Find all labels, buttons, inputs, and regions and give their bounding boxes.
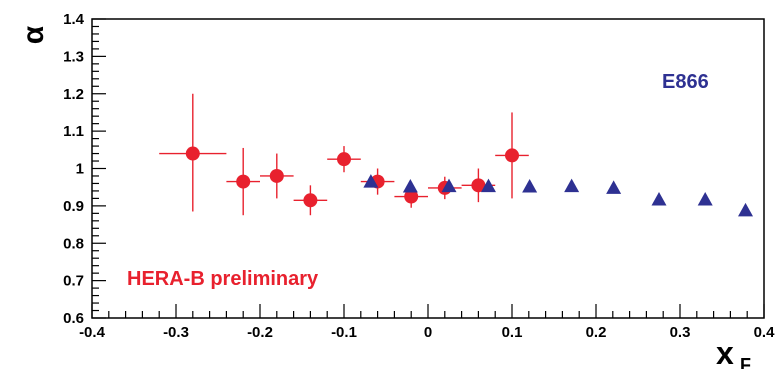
y-tick-label: 0.6: [63, 310, 84, 327]
series-e866: [363, 174, 754, 217]
x-tick-label: -0.3: [163, 324, 189, 341]
data-point: [651, 192, 667, 206]
data-point: [471, 178, 486, 193]
x-axis: -0.4 -0.3 -0.2 -0.1 0 0.1 0.2 0.3 0.4: [79, 304, 775, 341]
series-layer: [159, 93, 754, 217]
x-tick-label: 0.4: [754, 324, 776, 341]
data-point: [441, 178, 457, 193]
x-axis-title: x: [716, 335, 734, 369]
y-axis: 0.6 0.7 0.8 0.9 1 1.1 1.2 1.3 1.4: [63, 11, 106, 327]
x-tick-label: 0.1: [502, 324, 523, 341]
data-point: [236, 174, 251, 189]
y-tick-label: 1.3: [63, 48, 84, 65]
data-point: [738, 202, 754, 217]
x-tick-label: 0.2: [586, 324, 607, 341]
annotation-hera-b: HERA-B preliminary: [127, 268, 319, 290]
y-tick-label: 1: [76, 161, 84, 178]
data-point: [404, 189, 419, 204]
x-tick-label: 0.3: [670, 324, 691, 341]
data-point: [505, 148, 519, 163]
data-point: [303, 193, 318, 208]
annotation-e866: E866: [662, 71, 709, 93]
x-tick-label: -0.2: [247, 324, 273, 341]
data-point: [564, 178, 580, 193]
data-point: [269, 168, 284, 183]
data-point: [522, 178, 538, 193]
data-point: [363, 174, 379, 188]
data-point: [606, 180, 622, 194]
data-point: [697, 192, 713, 206]
x-tick-label: -0.1: [331, 324, 357, 341]
data-point: [480, 178, 496, 193]
y-tick-label: 0.8: [63, 235, 84, 252]
y-tick-label: 1.2: [63, 86, 84, 103]
y-axis-title: α: [17, 25, 50, 44]
y-tick-label: 0.9: [63, 198, 84, 215]
x-tick-label: 0: [424, 324, 432, 341]
data-point: [185, 146, 200, 161]
data-point: [402, 178, 418, 193]
data-point: [337, 152, 351, 167]
y-tick-label: 1.4: [63, 11, 85, 28]
x-axis-title-subscript: F: [740, 355, 751, 369]
x-tick-label: -0.4: [79, 324, 106, 341]
y-tick-label: 0.7: [63, 273, 84, 290]
y-tick-label: 1.1: [63, 123, 84, 140]
